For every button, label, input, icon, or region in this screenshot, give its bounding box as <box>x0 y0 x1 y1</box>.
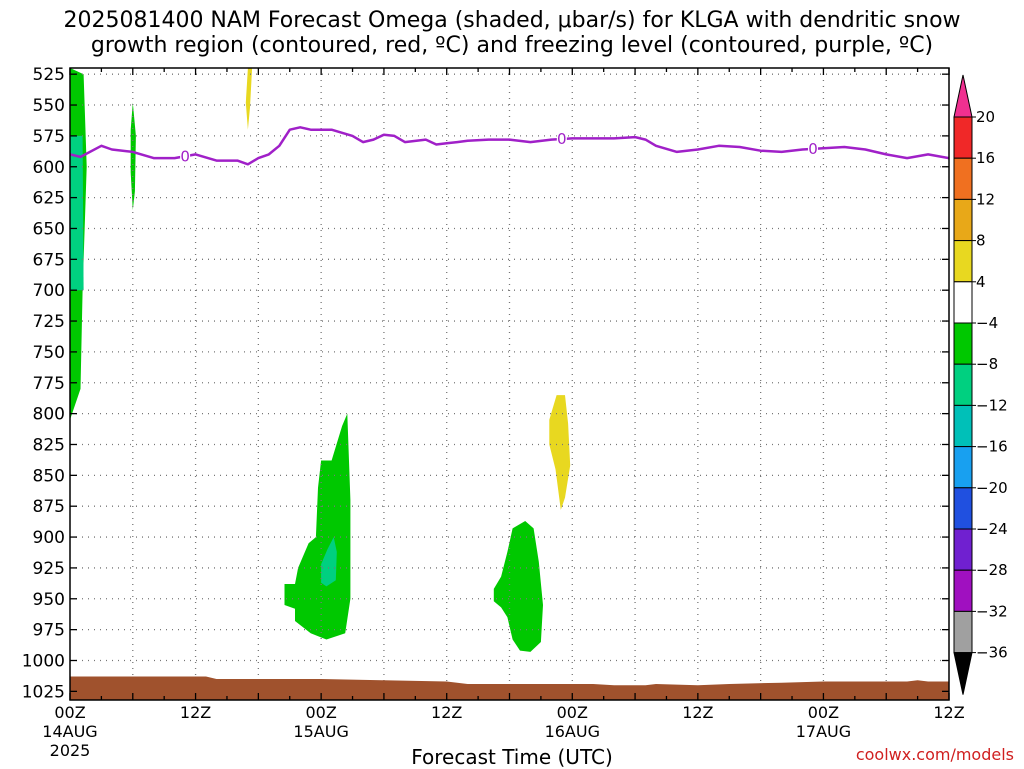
y-tick-label-13: 850 <box>33 466 65 486</box>
x-date-label-0: 14AUG <box>42 722 97 741</box>
colorbar-label-13: −36 <box>976 644 1008 662</box>
colorbar: 20 16 12 8 4 −4 −8 −12 −16 −20 −24 −28 −32 −36 <box>953 74 1008 695</box>
freezing-level-label-0: 0 <box>180 147 190 165</box>
omega-region-7 <box>549 395 571 510</box>
colorbar-box-10 <box>953 487 973 530</box>
y-tick-label-9: 750 <box>33 343 65 363</box>
y-tick-label-4: 625 <box>33 189 65 209</box>
colorbar-box-12 <box>953 569 973 612</box>
y-tick-label-2: 575 <box>33 127 65 147</box>
colorbar-label-0: 20 <box>976 108 995 126</box>
x-tick-label-6: 00Z <box>808 703 839 722</box>
x-tick-label-3: 12Z <box>431 703 462 722</box>
terrain-fill <box>70 676 949 700</box>
colorbar-label-11: −28 <box>976 561 1008 579</box>
chart-title-line1: 2025081400 NAM Forecast Omega (shaded, μ… <box>63 8 961 33</box>
colorbar-label-8: −16 <box>976 438 1008 456</box>
y-tick-label-0: 525 <box>33 65 65 85</box>
omega-region-3 <box>245 68 253 130</box>
freezing-label-bg-0 <box>180 148 191 165</box>
y-tick-label-17: 950 <box>33 590 65 610</box>
freezing-level-layer: 0 0 0 <box>70 126 949 166</box>
colorbar-bottom-triangle <box>953 652 973 695</box>
omega-region-6 <box>493 521 543 652</box>
credit-text: coolwx.com/models <box>855 745 1014 764</box>
y-tick-label-10: 775 <box>33 374 65 394</box>
omega-region-1 <box>70 135 84 291</box>
colorbar-label-5: −4 <box>976 314 998 332</box>
x-year-label-0: 2025 <box>50 741 91 760</box>
y-tick-label-6: 675 <box>33 250 65 270</box>
omega-region-2 <box>130 102 136 210</box>
y-tick-label-8: 725 <box>33 312 65 332</box>
y-tick-label-18: 975 <box>33 621 65 641</box>
x-date-label-6: 17AUG <box>796 722 851 741</box>
x-tick-label-1: 12Z <box>180 703 211 722</box>
omega-region-5 <box>321 537 337 587</box>
y-tick-label-16: 925 <box>33 559 65 579</box>
freezing-level-label-2: 0 <box>808 140 818 158</box>
x-tick-label-2: 00Z <box>305 703 336 722</box>
colorbar-label-7: −12 <box>976 396 1008 414</box>
x-tick-label-0: 00Z <box>54 703 85 722</box>
colorbar-label-9: −20 <box>976 479 1008 497</box>
y-tick-label-12: 825 <box>33 435 65 455</box>
colorbar-box-9 <box>953 446 973 489</box>
colorbar-label-12: −32 <box>976 602 1008 620</box>
x-date-label-2: 15AUG <box>293 722 348 741</box>
colorbar-box-1 <box>953 116 973 159</box>
y-tick-label-20: 1025 <box>22 682 65 702</box>
colorbar-box-8 <box>953 404 973 448</box>
y-tick-label-5: 650 <box>33 219 65 239</box>
omega-region-4 <box>284 413 351 640</box>
colorbar-box-13 <box>953 610 973 654</box>
freezing-level-line <box>70 126 949 166</box>
freezing-label-bg-1 <box>556 130 567 147</box>
y-tick-label-15: 900 <box>33 528 65 548</box>
omega-shading-layer <box>70 68 571 652</box>
colorbar-box-11 <box>953 528 973 571</box>
y-tick-label-19: 1000 <box>22 652 65 672</box>
y-tick-label-3: 600 <box>33 158 65 178</box>
colorbar-label-10: −24 <box>976 520 1008 538</box>
freezing-label-bg-2 <box>807 140 818 157</box>
colorbar-box-4 <box>953 240 973 283</box>
chart-title-line2: growth region (contoured, red, ºC) and f… <box>90 33 934 58</box>
y-axis: 525 550 575 600 625 650 675 700 725 750 775 800 825 8… <box>22 65 949 702</box>
colorbar-top-triangle <box>953 74 973 118</box>
colorbar-box-2 <box>953 157 973 200</box>
y-tick-label-1: 550 <box>33 96 65 116</box>
y-tick-label-14: 875 <box>33 497 65 517</box>
x-tick-label-7: 12Z <box>933 703 964 722</box>
freezing-level-label-1: 0 <box>557 130 567 148</box>
x-axis-title: Forecast Time (UTC) <box>411 745 613 769</box>
colorbar-box-5 <box>953 281 973 324</box>
colorbar-label-2: 12 <box>976 190 995 208</box>
colorbar-box-7 <box>953 363 973 406</box>
colorbar-label-1: 16 <box>976 149 995 167</box>
colorbar-box-6 <box>953 322 973 365</box>
colorbar-label-3: 8 <box>976 232 986 250</box>
colorbar-box-3 <box>953 198 973 242</box>
colorbar-label-6: −8 <box>976 355 998 373</box>
colorbar-label-4: 4 <box>976 273 986 291</box>
grid-layer <box>70 68 949 700</box>
y-tick-label-11: 800 <box>33 405 65 425</box>
x-tick-label-4: 00Z <box>557 703 588 722</box>
x-date-label-4: 16AUG <box>545 722 600 741</box>
y-tick-label-7: 700 <box>33 281 65 301</box>
x-tick-label-5: 12Z <box>682 703 713 722</box>
terrain-layer <box>70 676 949 700</box>
